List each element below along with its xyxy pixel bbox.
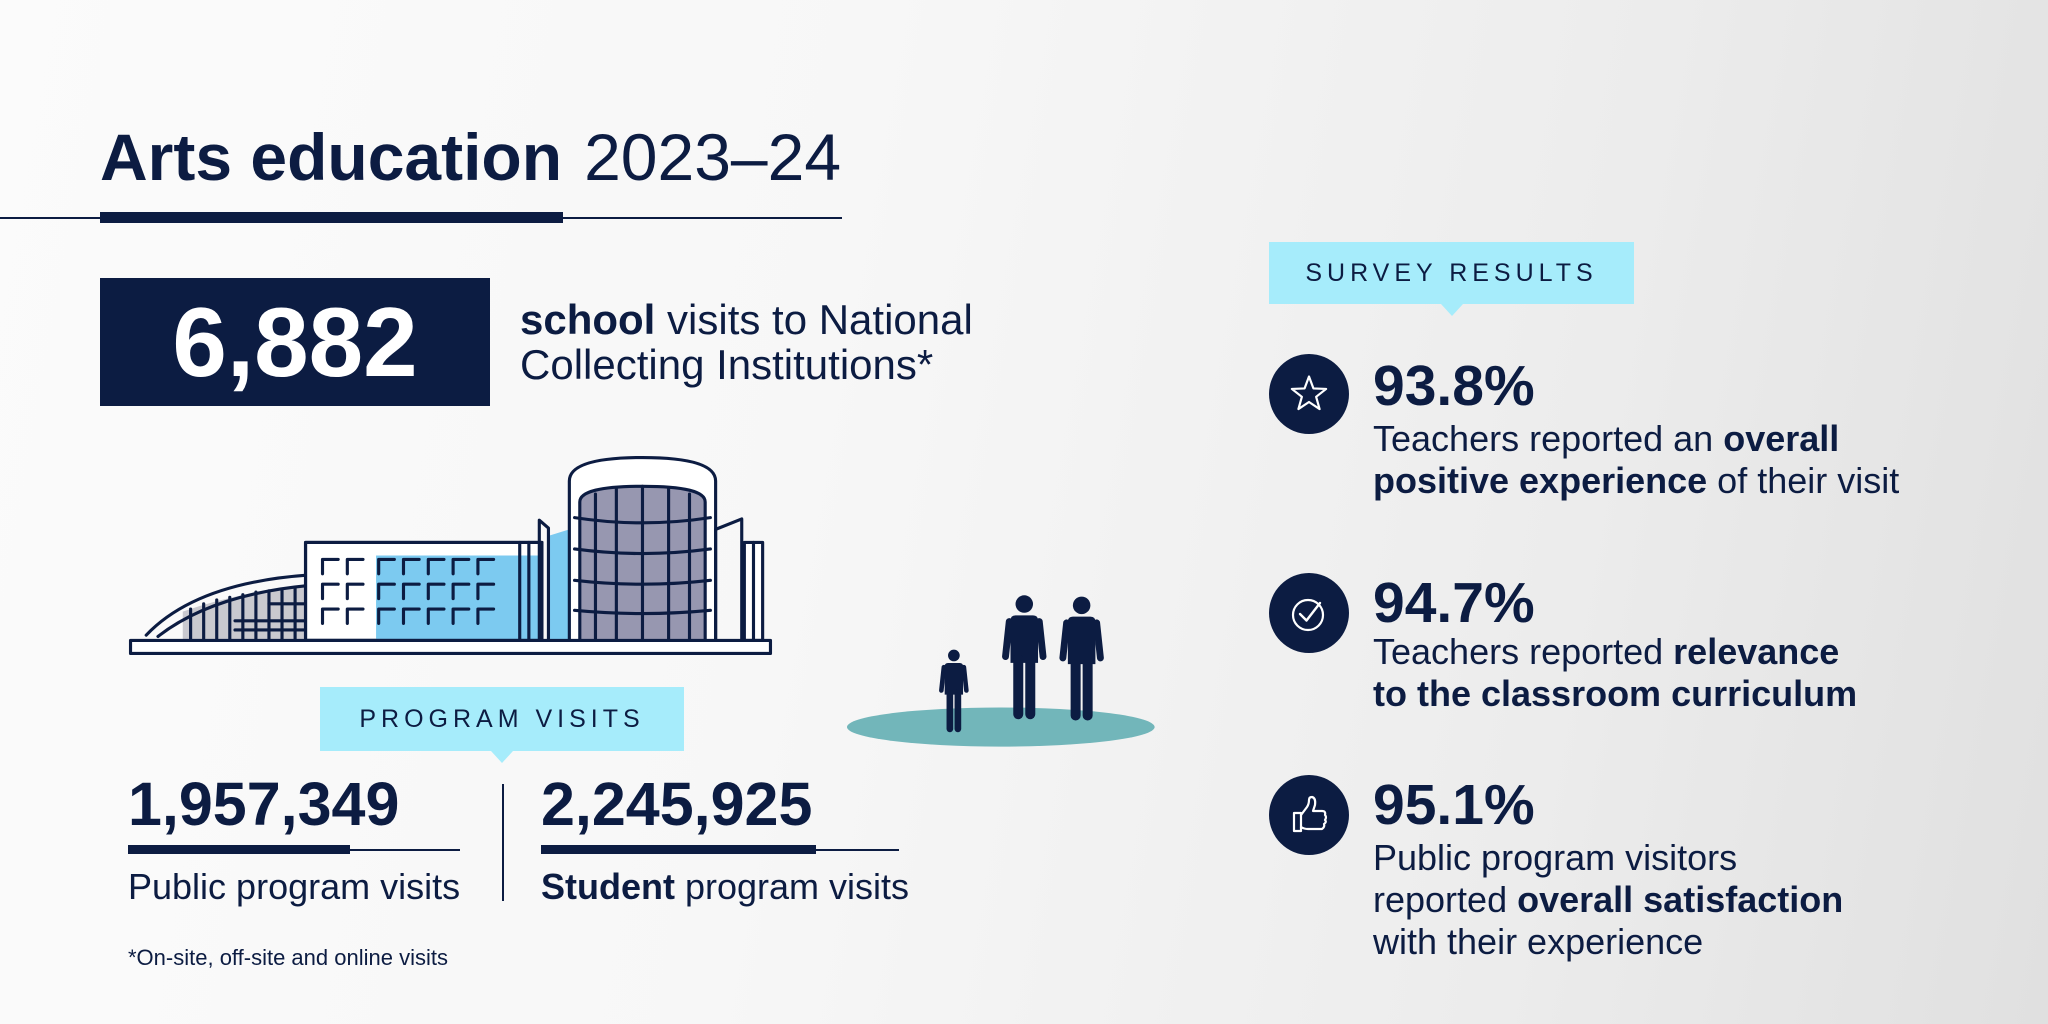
text-segment: reported (1373, 879, 1518, 920)
label-line: Collecting Institutions* (520, 341, 934, 388)
student-visits-value: 2,245,925 (541, 770, 813, 838)
school-visits-label: school visits to National Collecting Ins… (520, 297, 973, 387)
label-emphasis: school (520, 296, 656, 343)
school-visits-value: 6,882 (100, 278, 490, 406)
label-line: school visits to National (520, 297, 973, 342)
thumbs-up-icon (1269, 775, 1349, 855)
description-line: positive experience of their visit (1373, 460, 1899, 502)
public-visits-value: 1,957,349 (128, 770, 400, 838)
text-segment: Teachers reported (1373, 631, 1674, 672)
label-text: visits to National (655, 296, 973, 343)
text-segment: of their visit (1707, 460, 1900, 501)
label-emphasis: Student (541, 866, 675, 907)
building-illustration (128, 455, 773, 656)
public-visits-bar-track (350, 849, 460, 851)
text-segment: Teachers reported an (1373, 418, 1724, 459)
survey-value: 95.1% (1373, 773, 1535, 837)
title-year: 2023–24 (584, 120, 842, 194)
title-main: Arts education (100, 120, 563, 194)
program-visits-heading: PROGRAM VISITS (320, 687, 684, 763)
survey-value: 93.8% (1373, 354, 1535, 418)
stats-divider (502, 784, 504, 901)
student-visits-bar (541, 845, 816, 854)
description-line: Teachers reported relevance (1373, 631, 1857, 673)
public-visits-label: Public program visits (128, 866, 461, 907)
emphasis-segment: positive experience (1373, 460, 1708, 501)
student-visits-bar-track (816, 849, 899, 851)
survey-value: 94.7% (1373, 571, 1535, 635)
description-line: reported overall satisfaction (1373, 879, 1843, 921)
page-title: Arts education 2023–24 (100, 124, 841, 190)
label-text: program visits (674, 866, 910, 907)
student-visits-label: Student program visits (541, 869, 909, 905)
ground-ellipse (846, 707, 1155, 747)
survey-description: Teachers reported relevance to the class… (1373, 631, 1857, 715)
title-underline (100, 212, 563, 223)
emphasis-segment: overall (1723, 418, 1840, 459)
star-icon (1269, 354, 1349, 434)
description-line: Public program visitors (1373, 837, 1738, 878)
people-illustration (846, 581, 1155, 747)
adult-figure (1005, 595, 1043, 714)
emphasis-segment: overall satisfaction (1517, 879, 1844, 920)
survey-description: Teachers reported an overall positive ex… (1373, 418, 1899, 502)
description-line: with their experience (1373, 921, 1704, 962)
survey-results-heading: SURVEY RESULTS (1269, 242, 1634, 316)
emphasis-segment: relevance (1673, 631, 1840, 672)
adult-figure (1063, 597, 1101, 716)
checkmark-circle-icon (1269, 573, 1349, 653)
survey-description: Public program visitors reported overall… (1373, 837, 1843, 963)
emphasis-segment: to the classroom curriculum (1373, 673, 1858, 714)
description-line: Teachers reported an overall (1373, 418, 1899, 460)
footnote: *On-site, off-site and online visits (128, 945, 448, 970)
description-line: to the classroom curriculum (1373, 673, 1857, 715)
public-visits-bar (128, 845, 350, 854)
